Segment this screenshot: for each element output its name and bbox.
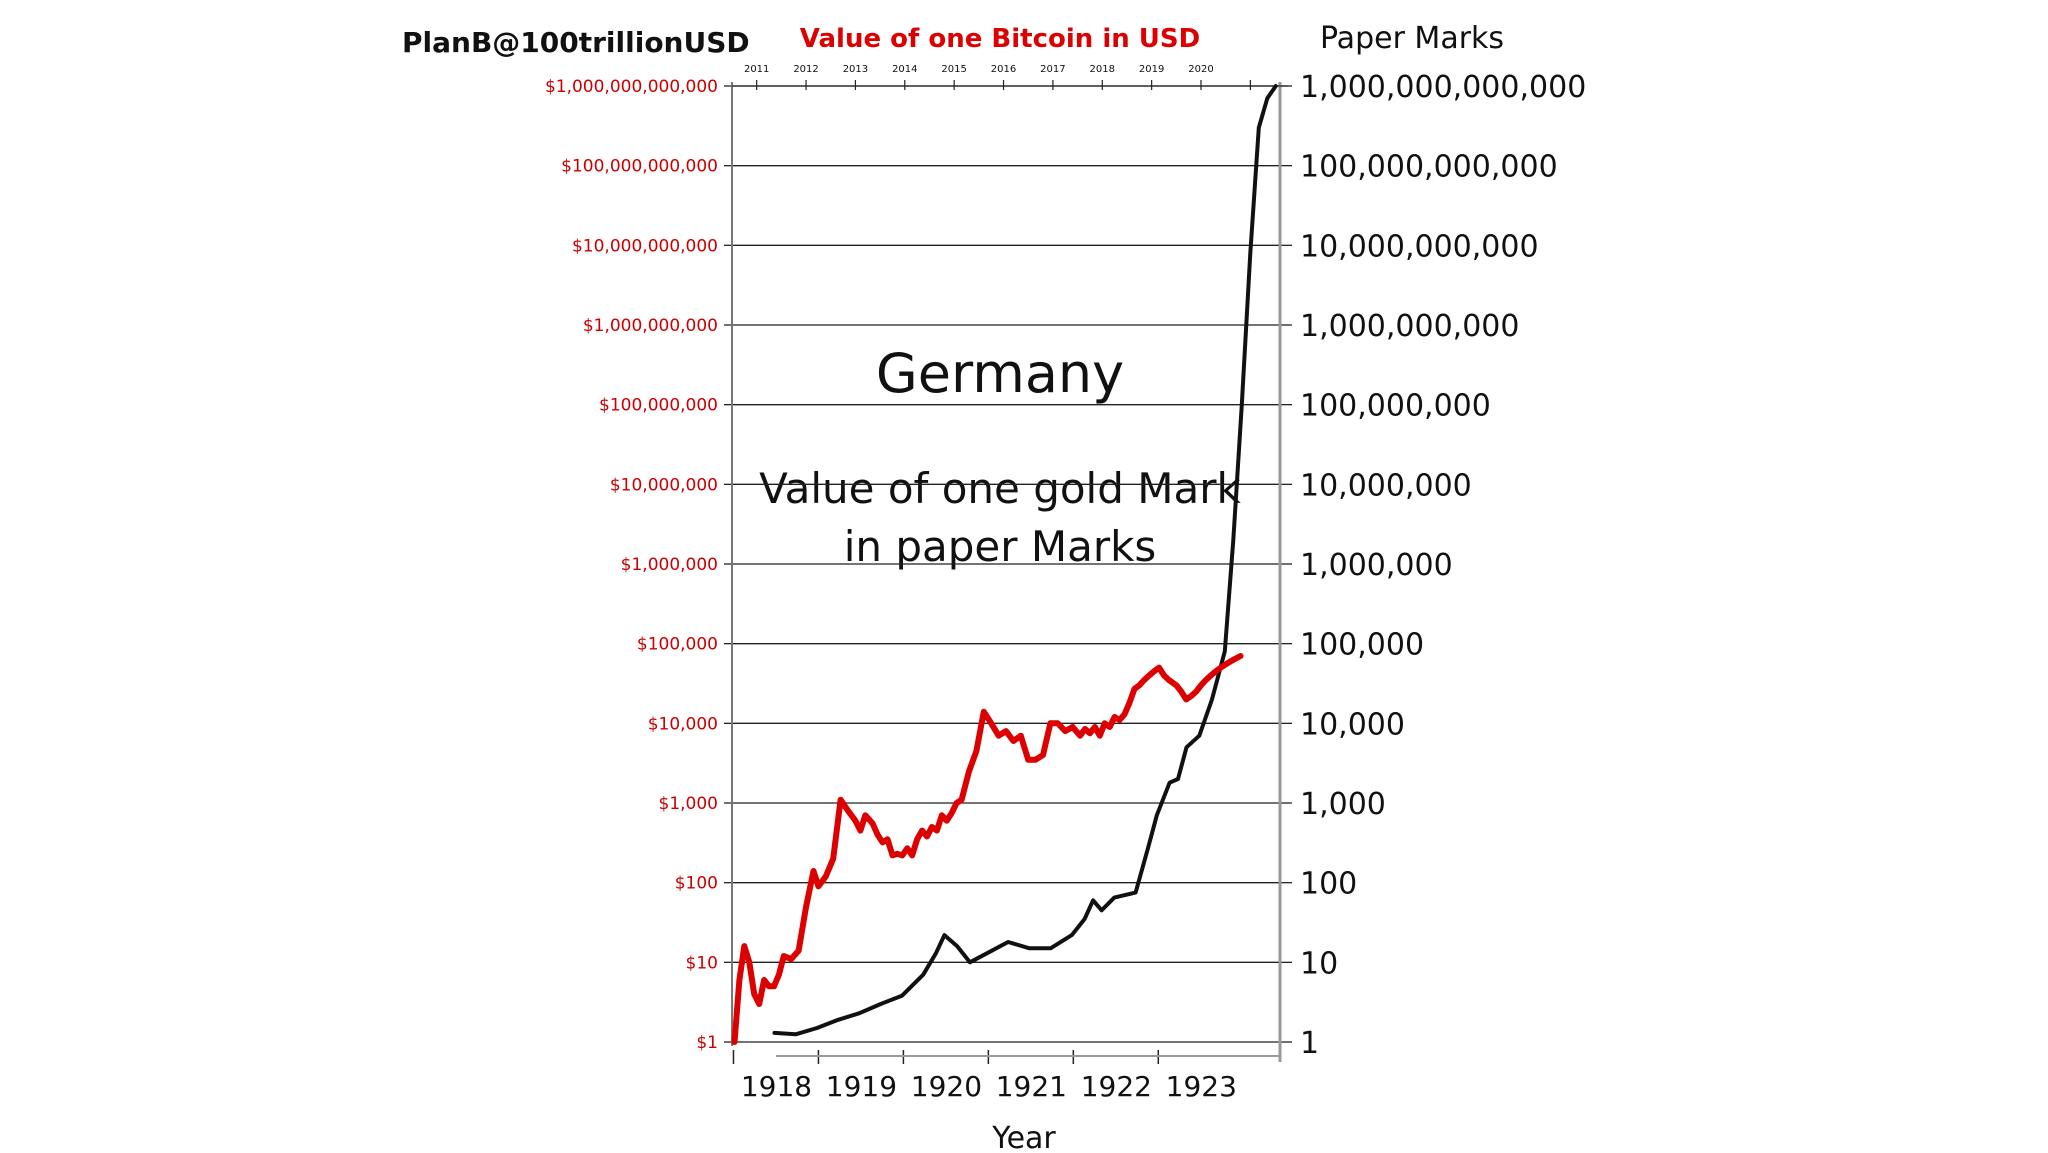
- left-tick-label: $10,000: [648, 714, 718, 734]
- right-tick-label: 1,000: [1300, 787, 1386, 822]
- bitcoin-series: [731, 653, 1244, 1045]
- top-tick-label: 2011: [744, 64, 769, 75]
- right-axis-title: Paper Marks: [1320, 21, 1504, 56]
- bottom-tick-label: 1923: [1166, 1070, 1237, 1103]
- paper-mark-series: [772, 84, 1278, 1037]
- left-tick-label: $1: [696, 1033, 718, 1053]
- left-tick-label: $100: [675, 874, 718, 894]
- left-tick-label: $1,000,000,000,000: [545, 77, 718, 97]
- bottom-tick-label: 1918: [741, 1070, 812, 1103]
- bottom-tick-label: 1921: [996, 1070, 1067, 1103]
- top-tick-label: 2012: [793, 64, 818, 75]
- left-tick-label: $1,000: [659, 794, 718, 814]
- top-tick-label: 2016: [991, 64, 1016, 75]
- annotation-germany: Germany: [876, 342, 1124, 405]
- top-tick-label: 2019: [1139, 64, 1164, 75]
- right-tick-label: 100,000: [1300, 628, 1424, 663]
- right-tick-label: 1,000,000,000: [1300, 309, 1519, 344]
- left-tick-label: $10,000,000,000: [572, 236, 718, 256]
- top-tick-label: 2017: [1040, 64, 1065, 75]
- right-tick-label: 10,000,000,000: [1300, 229, 1539, 264]
- author-label: PlanB@100trillionUSD: [402, 26, 750, 59]
- left-tick-label: $100,000,000,000: [561, 157, 718, 177]
- left-axis-title: Value of one Bitcoin in USD: [800, 24, 1200, 54]
- right-tick-label: 10,000,000: [1300, 468, 1472, 503]
- right-tick-label: 10: [1300, 946, 1338, 981]
- annotation-line-2: in paper Marks: [844, 522, 1157, 571]
- top-tick-label: 2018: [1090, 64, 1115, 75]
- bottom-tick-label: 1919: [826, 1070, 897, 1103]
- right-tick-label: 100,000,000,000: [1300, 150, 1558, 185]
- top-tick-label: 2014: [892, 64, 917, 75]
- right-tick-label: 1: [1300, 1026, 1319, 1061]
- left-tick-label: $1,000,000,000: [583, 316, 718, 336]
- bottom-tick-label: 1920: [911, 1070, 982, 1103]
- right-tick-label: 100,000,000: [1300, 389, 1491, 424]
- right-tick-label: 100: [1300, 867, 1357, 902]
- top-tick-label: 2020: [1188, 64, 1213, 75]
- annotation-line-1: Value of one gold Mark: [759, 464, 1241, 513]
- left-tick-label: $1,000,000: [621, 555, 718, 575]
- left-tick-label: $10,000,000: [610, 475, 718, 495]
- right-tick-label: 1,000,000: [1300, 548, 1453, 583]
- top-tick-label: 2015: [941, 64, 966, 75]
- left-tick-label: $10: [686, 953, 718, 973]
- right-tick-label: 1,000,000,000,000: [1300, 70, 1586, 105]
- top-tick-label: 2013: [843, 64, 868, 75]
- left-tick-label: $100,000: [637, 635, 718, 655]
- right-tick-label: 10,000: [1300, 707, 1405, 742]
- left-tick-label: $100,000,000: [599, 396, 718, 416]
- x-axis-label: Year: [991, 1121, 1056, 1153]
- bottom-tick-label: 1922: [1081, 1070, 1152, 1103]
